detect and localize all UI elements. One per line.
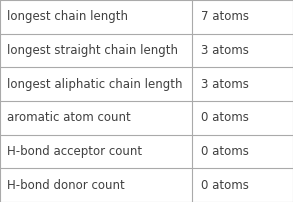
Text: 3 atoms: 3 atoms xyxy=(201,44,248,57)
Text: 0 atoms: 0 atoms xyxy=(201,179,248,192)
Text: longest aliphatic chain length: longest aliphatic chain length xyxy=(7,78,183,91)
Text: 7 atoms: 7 atoms xyxy=(201,10,249,23)
Text: 3 atoms: 3 atoms xyxy=(201,78,248,91)
Text: 0 atoms: 0 atoms xyxy=(201,145,248,158)
Text: 0 atoms: 0 atoms xyxy=(201,111,248,124)
Text: longest chain length: longest chain length xyxy=(7,10,128,23)
Text: H-bond donor count: H-bond donor count xyxy=(7,179,125,192)
Text: longest straight chain length: longest straight chain length xyxy=(7,44,178,57)
Text: aromatic atom count: aromatic atom count xyxy=(7,111,131,124)
Text: H-bond acceptor count: H-bond acceptor count xyxy=(7,145,142,158)
